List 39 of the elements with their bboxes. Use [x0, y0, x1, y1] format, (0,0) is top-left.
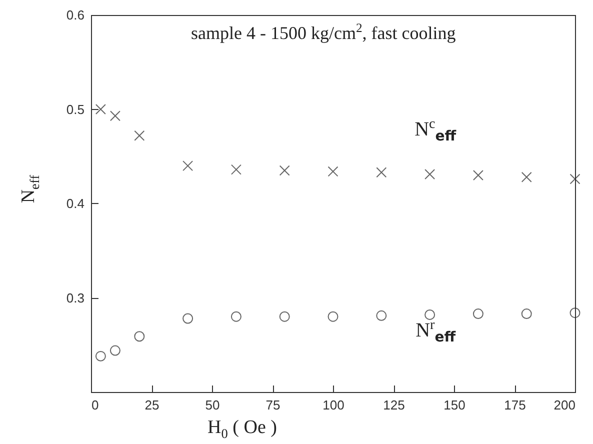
point — [110, 345, 120, 356]
y-tick-label: 0.5 — [66, 102, 84, 117]
point — [472, 308, 484, 320]
point — [182, 313, 194, 324]
point — [424, 169, 436, 180]
point — [570, 308, 580, 318]
point — [134, 331, 145, 342]
x-tick-label: 200 — [554, 398, 576, 412]
point — [230, 164, 242, 175]
point — [376, 310, 387, 321]
x-tick-label: 100 — [322, 398, 344, 412]
point — [424, 309, 436, 320]
x-tick-label: 75 — [266, 398, 280, 412]
point — [230, 311, 242, 322]
point — [95, 104, 106, 114]
x-tick-label: 0 — [92, 398, 99, 412]
point — [134, 130, 145, 141]
x-tick-label: 125 — [383, 398, 405, 412]
x-tick-label: 50 — [205, 398, 220, 412]
point — [570, 174, 580, 184]
point — [376, 167, 387, 178]
point — [472, 170, 484, 180]
x-axis-title: H$_{0}$ ( Oe ) — [208, 417, 277, 441]
point — [279, 165, 290, 176]
y-tick-label: 0.4 — [66, 196, 84, 211]
point — [182, 160, 194, 172]
point — [328, 311, 338, 322]
point — [110, 110, 120, 122]
annotation: sample 4 - 1500 kg/cm$^{2}$, fast cooling — [191, 21, 456, 43]
point — [521, 308, 532, 320]
point — [95, 350, 106, 362]
x-tick-label: 175 — [504, 398, 526, 412]
x-tick-label: 25 — [144, 398, 160, 412]
y-tick-label: 0.3 — [66, 290, 84, 306]
point — [279, 311, 290, 322]
y-tick-label: 0.6 — [66, 8, 84, 22]
point — [328, 166, 338, 177]
x-tick-label: 150 — [444, 398, 466, 412]
point — [521, 172, 532, 182]
